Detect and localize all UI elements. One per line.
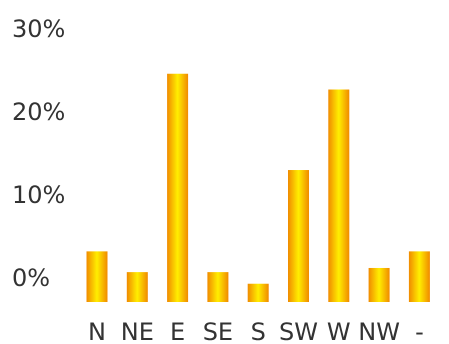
- x-category-label: N: [88, 318, 106, 344]
- bar: [126, 272, 148, 302]
- bar: [247, 283, 269, 302]
- x-category-label: E: [170, 318, 185, 344]
- y-tick-label: 0%: [12, 264, 50, 292]
- y-tick-label: 10%: [12, 181, 65, 209]
- x-category-label: S: [251, 318, 266, 344]
- x-category-label: NW: [358, 318, 400, 344]
- bar: [167, 73, 189, 302]
- bar: [408, 251, 430, 302]
- bar: [328, 89, 350, 303]
- x-category-label: SE: [203, 318, 233, 344]
- bars: [86, 73, 430, 303]
- y-axis-tick-labels: 0% 10% 20% 30%: [12, 15, 65, 292]
- x-category-label: -: [415, 318, 424, 344]
- x-axis-category-labels: N NE E SE S SW W NW -: [88, 318, 424, 344]
- bar: [207, 272, 229, 302]
- y-tick-label: 30%: [12, 15, 65, 43]
- bar: [368, 267, 390, 302]
- bar: [288, 170, 309, 302]
- y-tick-label: 20%: [12, 98, 65, 126]
- bar: [86, 251, 108, 302]
- x-category-label: W: [327, 318, 351, 344]
- x-category-label: NE: [121, 318, 154, 344]
- x-category-label: SW: [279, 318, 318, 344]
